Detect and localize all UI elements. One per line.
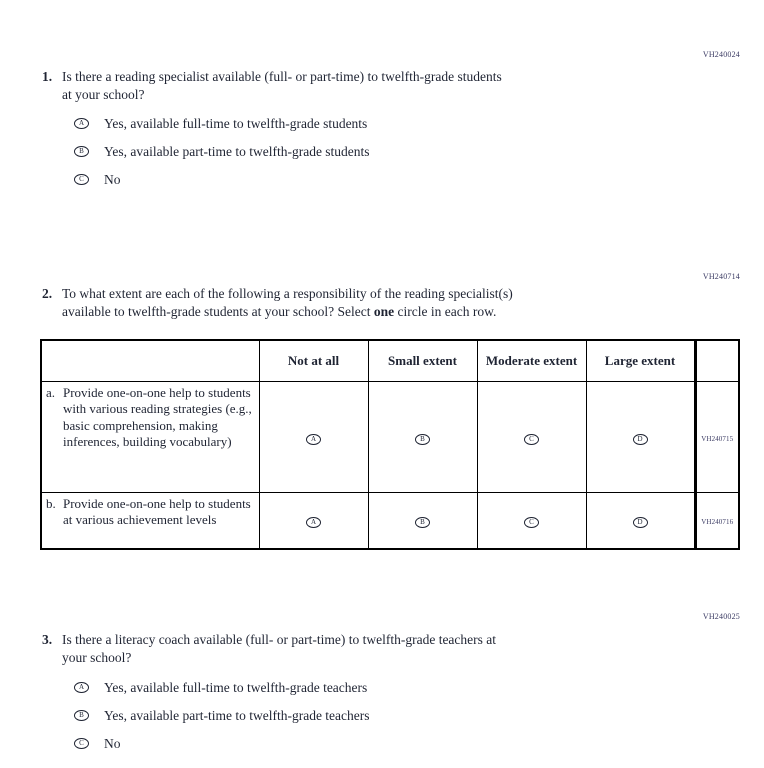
question-1: 1. Is there a reading specialist availab… (42, 68, 682, 104)
question-3-options: A Yes, available full-time to twelfth-gr… (74, 679, 370, 763)
bubble-letter: A (78, 683, 85, 691)
row-b-choice-small-extent: B (367, 491, 478, 550)
item-code-row-b: VH240716 (701, 518, 734, 527)
q3-option-c-bubble[interactable]: C (74, 738, 89, 749)
emphasis-one: one (373, 304, 395, 319)
item-code-q3: VH240025 (702, 612, 740, 621)
row-b-bubble-d[interactable]: D (632, 517, 648, 529)
bubble-letter: B (79, 147, 84, 155)
row-a-bubble-a[interactable]: A (306, 433, 321, 445)
matrix-code-column-header (693, 339, 740, 382)
q3-option-a-bubble[interactable]: A (74, 682, 89, 693)
q3-option-b: B Yes, available part-time to twelfth-gr… (74, 707, 370, 724)
row-b-text: Provide one-on-one help to students at v… (63, 495, 251, 528)
question-2-number: 2. (42, 286, 53, 301)
bubble-letter: C (529, 518, 534, 527)
row-a-choice-small-extent: B (367, 380, 478, 493)
bubble-letter: C (529, 434, 534, 443)
q1-option-b-label: Yes, available part-time to twelfth-grad… (104, 143, 370, 159)
q1-option-b-bubble[interactable]: B (74, 146, 89, 157)
bubble-letter: B (420, 518, 425, 527)
bubble-letter: A (310, 518, 317, 527)
row-a-bubble-d[interactable]: D (632, 433, 648, 445)
bubble-letter: A (310, 434, 317, 443)
question-3: 3. Is there a literacy coach available (… (42, 631, 682, 667)
bubble-letter: B (420, 434, 425, 443)
row-b-code-cell: VH240716 (693, 491, 740, 550)
item-code-q2: VH240714 (702, 272, 740, 281)
row-b-choice-moderate-extent: C (476, 491, 587, 550)
question-3-number: 3. (42, 632, 53, 647)
bubble-letter: B (79, 711, 84, 719)
matrix-header-row: Not at all Small extent Moderate extent … (40, 339, 740, 382)
row-a-choice-not-at-all: A (258, 380, 369, 493)
matrix-stub-cell (40, 339, 260, 382)
q3-option-a-label: Yes, available full-time to twelfth-grad… (104, 679, 368, 695)
row-a-code-cell: VH240715 (693, 380, 740, 493)
question-3-text: Is there a literacy coach available (ful… (62, 632, 497, 665)
column-header-moderate-extent: Moderate extent (476, 339, 587, 382)
question-2-text: To what extent are each of the following… (62, 286, 513, 319)
q3-option-c-label: No (104, 735, 121, 751)
row-b-bubble-a[interactable]: A (306, 517, 321, 529)
matrix-row-b-label-cell: b. Provide one-on-one help to students a… (40, 491, 260, 550)
bubble-letter: D (637, 518, 643, 527)
matrix-row-b: b. Provide one-on-one help to students a… (40, 491, 740, 550)
q3-option-b-label: Yes, available part-time to twelfth-grad… (104, 707, 370, 723)
bubble-letter: A (78, 119, 85, 127)
row-b-choice-not-at-all: A (258, 491, 369, 550)
row-b-choice-large-extent: D (585, 491, 696, 550)
q1-option-c-label: No (104, 171, 121, 187)
row-b-bubble-b[interactable]: B (415, 517, 430, 529)
column-header-large-extent: Large extent (585, 339, 696, 382)
q1-option-a-bubble[interactable]: A (74, 118, 89, 129)
q1-option-c-bubble[interactable]: C (74, 174, 89, 185)
row-a-text: Provide one-on-one help to students with… (63, 384, 252, 450)
matrix-row-a: a. Provide one-on-one help to students w… (40, 380, 740, 493)
row-a-choice-large-extent: D (585, 380, 696, 493)
question-1-options: A Yes, available full-time to twelfth-gr… (74, 115, 370, 199)
bubble-letter: D (637, 434, 643, 443)
responsibility-matrix-table: Not at all Small extent Moderate extent … (40, 339, 740, 550)
q1-option-a: A Yes, available full-time to twelfth-gr… (74, 115, 370, 132)
q3-option-b-bubble[interactable]: B (74, 710, 89, 721)
q3-option-c: C No (74, 735, 370, 752)
question-2: 2. To what extent are each of the follow… (42, 285, 682, 321)
row-a-bubble-c[interactable]: C (524, 433, 539, 445)
question-1-text: Is there a reading specialist available … (62, 69, 502, 102)
row-a-bubble-b[interactable]: B (415, 433, 430, 445)
column-header-small-extent: Small extent (367, 339, 478, 382)
row-a-choice-moderate-extent: C (476, 380, 587, 493)
row-a-letter: a. (46, 384, 56, 400)
q1-option-b: B Yes, available part-time to twelfth-gr… (74, 143, 370, 160)
item-code-row-a: VH240715 (701, 434, 734, 443)
column-header-not-at-all: Not at all (258, 339, 369, 382)
q3-option-a: A Yes, available full-time to twelfth-gr… (74, 679, 370, 696)
matrix-row-a-label-cell: a. Provide one-on-one help to students w… (40, 380, 260, 493)
bubble-letter: C (79, 739, 84, 747)
q1-option-c: C No (74, 171, 370, 188)
bubble-letter: C (79, 175, 84, 183)
item-code-q1: VH240024 (702, 50, 740, 59)
q1-option-a-label: Yes, available full-time to twelfth-grad… (104, 115, 368, 131)
question-1-number: 1. (42, 69, 53, 84)
row-b-letter: b. (46, 495, 56, 511)
row-b-bubble-c[interactable]: C (524, 517, 539, 529)
